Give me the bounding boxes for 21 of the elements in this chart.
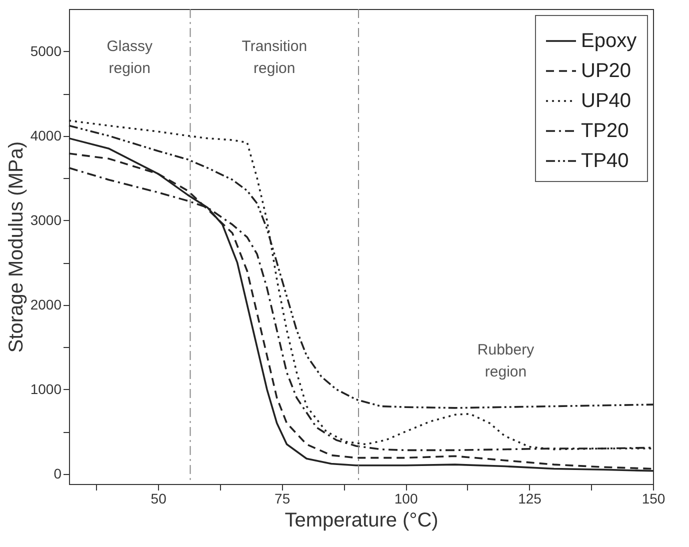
legend-label: TP20 [581, 120, 629, 142]
x-axis-title: Temperature (°C) [284, 510, 438, 532]
y-tick-label: 0 [54, 465, 62, 482]
legend-label: Epoxy [581, 30, 637, 52]
annotation: Transition region [242, 38, 308, 77]
annotation: Rubbery region [477, 342, 535, 381]
y-tick-label: 5000 [30, 42, 62, 59]
y-tick-label: 3000 [30, 212, 62, 228]
y-tick-label: 1000 [30, 380, 62, 397]
y-tick-label: 4000 [30, 127, 62, 144]
x-tick-label: 150 [642, 490, 666, 506]
x-tick-label: 125 [518, 490, 542, 506]
legend-label: UP40 [581, 90, 632, 112]
legend-label: TP40 [581, 150, 629, 172]
legend-label: UP20 [581, 60, 632, 82]
y-axis-title: Storage Modulus (MPa) [5, 141, 28, 353]
x-tick-label: 100 [394, 490, 418, 506]
y-tick-label: 2000 [30, 296, 62, 312]
x-tick-label: 50 [150, 490, 167, 506]
annotation: Glassy region [106, 38, 154, 77]
x-tick-label: 75 [274, 490, 290, 506]
